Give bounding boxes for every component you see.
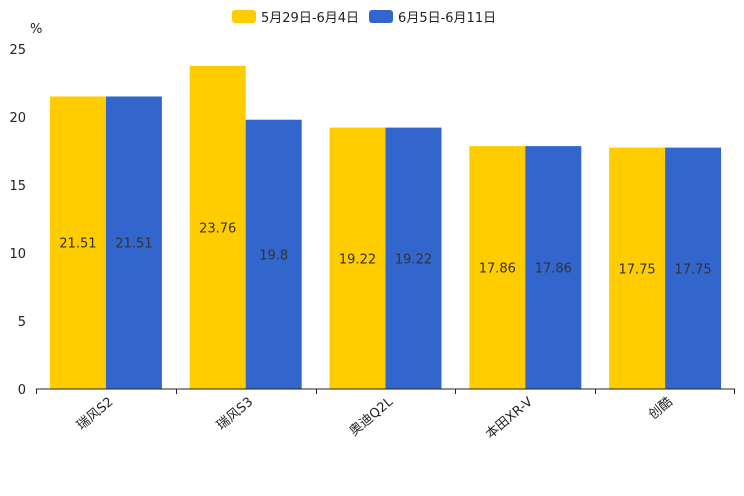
data-label-1-1: 23.76	[199, 221, 236, 236]
data-label-2-4: 17.75	[674, 262, 711, 277]
y-tick-label-1: 5	[18, 315, 26, 330]
y-axis: 0 5 10 15 20 25	[9, 43, 26, 398]
y-tick-label-5: 25	[9, 43, 26, 58]
y-tick-label-4: 20	[9, 111, 26, 126]
x-tick-label-1: 瑞风S3	[214, 395, 256, 434]
y-tick-label-2: 10	[9, 247, 26, 262]
x-tick-label-0: 瑞风S2	[74, 395, 116, 434]
x-tick-label-4: 创酷	[646, 395, 676, 423]
bar-2-1[interactable]	[245, 119, 302, 389]
legend-label-series-2: 6月5日-6月11日	[398, 11, 497, 26]
y-axis-unit-label: %	[30, 22, 42, 37]
bar-2-0[interactable]	[105, 96, 162, 390]
x-tick-label-3: 本田XR-V	[483, 395, 536, 443]
bar-1-4[interactable]	[609, 147, 666, 389]
data-label-2-3: 17.86	[535, 262, 572, 277]
bar-1-3[interactable]	[469, 146, 526, 389]
bars-group: 21.51 21.51 23.76 19.8 19.22 19.22 17.86 17.86 1…	[49, 65, 722, 390]
y-tick-label-0: 0	[18, 383, 26, 398]
legend-item-series-2[interactable]: 6月5日-6月11日	[369, 7, 496, 26]
bar-2-3[interactable]	[525, 146, 582, 389]
bar-2-2[interactable]	[385, 127, 442, 389]
bar-2-4[interactable]	[665, 147, 722, 389]
data-label-2-0: 21.51	[115, 237, 152, 252]
chart-legend: 5月29日-6月4日 6月5日-6月11日	[232, 7, 496, 26]
bar-1-1[interactable]	[189, 65, 246, 389]
data-label-2-2: 19.22	[395, 252, 432, 267]
legend-item-series-1[interactable]: 5月29日-6月4日	[232, 7, 359, 26]
legend-swatch-series-1	[232, 10, 256, 23]
bar-1-0[interactable]	[49, 96, 106, 390]
legend-swatch-series-2	[369, 10, 394, 23]
x-tick-label-2: 奥迪Q2L	[347, 394, 397, 439]
data-label-2-1: 19.8	[259, 248, 288, 263]
data-label-1-2: 19.22	[339, 252, 376, 267]
y-tick-label-3: 15	[9, 179, 26, 194]
data-label-1-0: 21.51	[59, 237, 96, 252]
bar-1-2[interactable]	[329, 127, 386, 389]
legend-label-series-1: 5月29日-6月4日	[261, 11, 360, 26]
x-axis: 瑞风S2 瑞风S3 奥迪Q2L 本田XR-V 创酷	[36, 388, 735, 443]
data-label-1-4: 17.75	[618, 262, 655, 277]
data-label-1-3: 17.86	[479, 262, 516, 277]
